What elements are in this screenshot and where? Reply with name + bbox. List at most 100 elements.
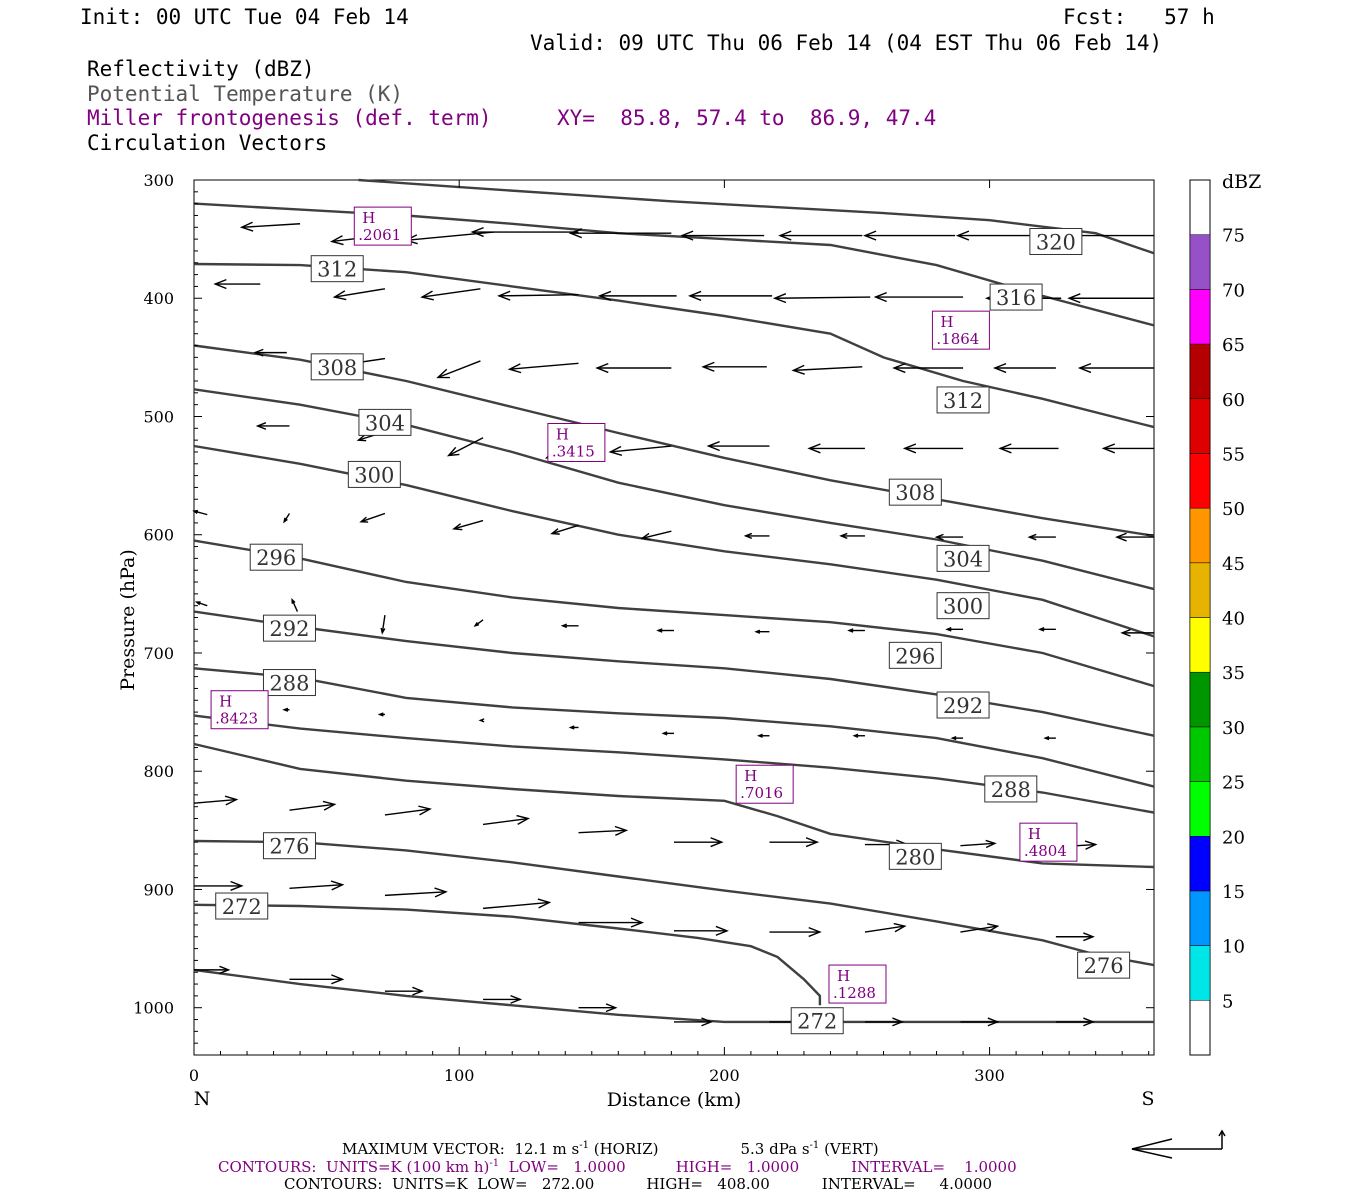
circulation-vector (674, 1017, 714, 1027)
theta-contour (193, 968, 1154, 1024)
colorbar-swatch (1189, 234, 1211, 290)
svg-text:H: H (837, 967, 850, 985)
x-tick-label: 0 (189, 1066, 199, 1085)
theta-label: 308 (310, 353, 364, 381)
svg-text:H: H (362, 209, 375, 227)
field-reflectivity: Reflectivity (dBZ) (87, 57, 315, 81)
frontogenesis-max: H.3415 (547, 423, 606, 462)
svg-text:316: 316 (996, 286, 1036, 310)
theta-label: 288 (262, 669, 316, 697)
circulation-vector (640, 530, 672, 541)
theta-contour (193, 539, 1155, 688)
circulation-vector (902, 443, 964, 454)
circulation-vector (934, 533, 964, 541)
colorbar-swatch (1189, 398, 1211, 454)
theta-label: 292 (262, 614, 316, 642)
circulation-vector (420, 288, 481, 301)
svg-text:276: 276 (1084, 954, 1124, 978)
colorbar-label: 5 (1222, 991, 1233, 1012)
circulation-vector (743, 532, 770, 540)
svg-text:312: 312 (317, 258, 357, 282)
circulation-vector (478, 718, 485, 723)
circulation-vector (1055, 932, 1095, 942)
theta-label: 292 (936, 691, 990, 719)
colorbar-label: 55 (1222, 444, 1245, 465)
circulation-vector (289, 800, 337, 811)
colorbar-swatch (1189, 507, 1211, 564)
svg-text:H: H (940, 313, 953, 331)
circulation-vector (452, 519, 484, 531)
circulation-vector (674, 925, 729, 936)
circulation-vector (864, 1017, 904, 1027)
svg-text:.1864: .1864 (936, 330, 979, 348)
circulation-vector (754, 629, 770, 634)
svg-text:H: H (744, 767, 757, 785)
colorbar-swatch (1189, 945, 1211, 1001)
circulation-vector (1077, 362, 1154, 374)
circulation-vector (283, 513, 291, 524)
svg-text:312: 312 (943, 389, 983, 413)
colorbar-label: 65 (1222, 335, 1245, 356)
svg-text:280: 280 (895, 845, 935, 869)
field-theta: Potential Temperature (K) (87, 82, 404, 106)
circulation-vector (497, 290, 579, 301)
circulation-vector (1038, 627, 1056, 632)
cross-section-endpoints: XY= 85.8, 57.4 to 86.9, 47.4 (557, 106, 937, 130)
svg-text:300: 300 (354, 463, 394, 487)
frontogenesis-max: H.7016 (735, 764, 794, 804)
svg-text:308: 308 (895, 481, 935, 505)
circulation-vector (701, 361, 767, 372)
colorbar-label: 10 (1222, 937, 1245, 958)
frontogenesis-max: H.1864 (931, 310, 990, 350)
colorbar-swatch (1189, 562, 1211, 618)
circulation-vector (960, 839, 997, 849)
field-frontogenesis: Miller frontogenesis (def. term) (87, 106, 492, 130)
frontogenesis-max: H.4804 (1019, 822, 1078, 862)
colorbar-label: 35 (1222, 663, 1245, 684)
circulation-vector (289, 974, 345, 985)
colorbar-label: 60 (1222, 390, 1245, 411)
circulation-vector (213, 278, 261, 290)
frontogenesis-max: H.2061 (353, 206, 412, 246)
circulation-vector (568, 725, 579, 730)
colorbar-swatch (1189, 289, 1211, 345)
x-tick-label: 200 (709, 1066, 740, 1085)
x-tick-label: 100 (444, 1066, 475, 1085)
colorbar-swatch (1189, 836, 1211, 892)
colorbar-label: 25 (1222, 773, 1245, 794)
theta-label: 272 (215, 892, 269, 920)
south-label: S (1141, 1088, 1154, 1110)
circulation-vector (255, 422, 290, 430)
circulation-vector (483, 994, 523, 1004)
circulation-vector (384, 986, 424, 996)
svg-text:H: H (219, 693, 232, 711)
theta-label: 300 (347, 460, 401, 488)
theta-labels: 320 312 316 308 312 304 300 308 296 304 300 292 296 2… (215, 227, 1131, 1035)
colorbar-label: 45 (1222, 554, 1245, 575)
x-axis-title: Distance (km) (607, 1089, 742, 1111)
colorbar-label: 40 (1222, 609, 1245, 630)
circulation-vector (560, 623, 579, 629)
frontogenesis-maxima: H.2061H.1864H.3415H.8423H.7016H.4804H.12… (210, 206, 1078, 1004)
circulation-vector (332, 288, 386, 301)
colorbar-swatch (1189, 890, 1211, 946)
theta-contour (193, 742, 1155, 869)
circulation-vector (960, 1017, 1000, 1027)
circulation-vector (578, 825, 629, 836)
circulation-vector (568, 228, 672, 239)
theta-label: 272 (790, 1007, 844, 1035)
svg-text:.7016: .7016 (740, 784, 783, 802)
theta-label: 288 (984, 775, 1038, 803)
colorbar-label: 30 (1222, 718, 1245, 739)
theta-contour (193, 202, 1155, 327)
footer-max-vector: MAXIMUM VECTOR: 12.1 m s-1 (HORIZ) 5.3 dP… (342, 1140, 879, 1158)
svg-text:296: 296 (895, 644, 935, 668)
forecast-hour: Fcst: 57 h (1063, 5, 1215, 29)
svg-text:272: 272 (797, 1010, 837, 1034)
svg-text:304: 304 (943, 547, 983, 571)
circulation-vector (1067, 293, 1154, 304)
circulation-vector (864, 922, 907, 933)
theta-contour (193, 839, 1155, 967)
circulation-vector (578, 1003, 618, 1013)
circulation-vector (769, 837, 820, 848)
